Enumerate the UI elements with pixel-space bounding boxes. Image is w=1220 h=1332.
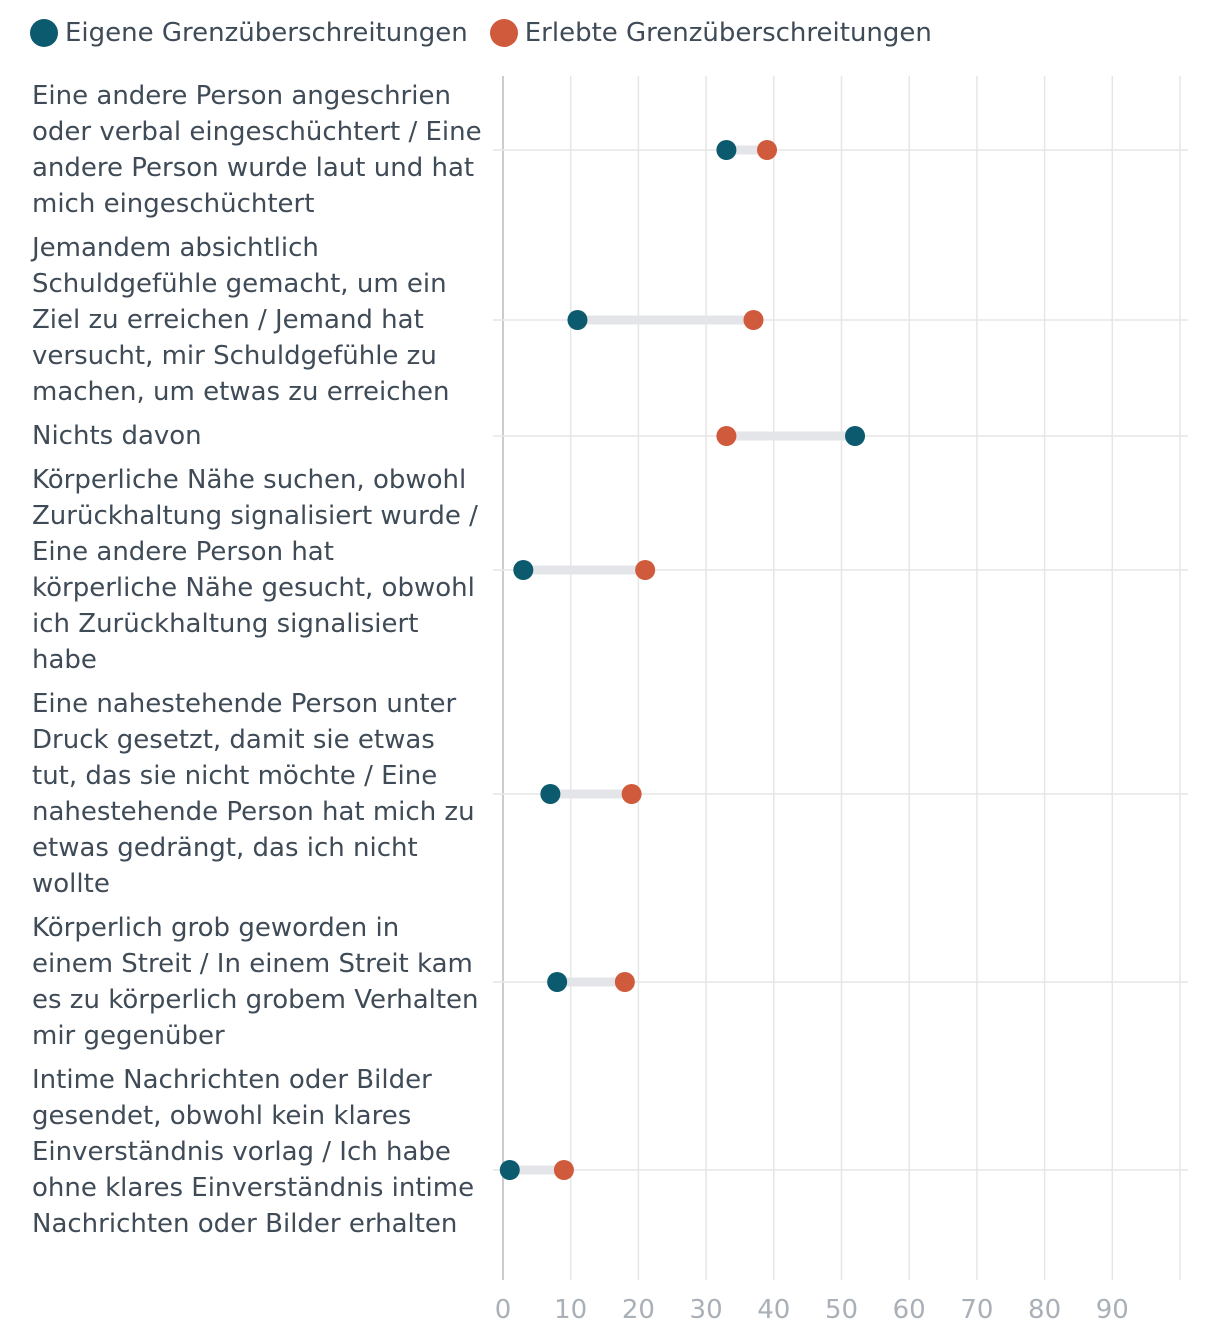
x-tick-label-80: 80 [1028,1295,1061,1325]
point-experienced-3 [635,560,656,580]
point-own-2 [845,426,866,446]
legend-own-marker [30,19,58,47]
x-tick-label-50: 50 [825,1295,858,1325]
category-label-3: Körperliche Nähe suchen, obwohl Zurückha… [32,465,478,675]
x-tick-label-30: 30 [690,1295,723,1325]
x-tick-label-20: 20 [622,1295,655,1325]
x-tick-label-70: 70 [960,1295,993,1325]
x-tick-label-90: 90 [1096,1295,1129,1325]
point-experienced-1 [743,310,764,330]
point-experienced-4 [621,784,642,804]
category-label-1: Jemandem absichtlich Schuldgefühle gemac… [32,233,450,407]
legend-experienced-marker [489,19,518,47]
x-tick-label-0: 0 [495,1295,512,1325]
point-experienced-6 [553,1160,574,1180]
point-experienced-0 [757,140,778,160]
category-label-6: Intime Nachrichten oder Bilder gesendet,… [32,1065,475,1239]
point-own-3 [513,560,534,580]
point-own-4 [540,784,561,804]
point-own-1 [567,310,588,330]
point-own-6 [499,1160,520,1180]
legend-item-experienced: Erlebte Grenzüberschreitungen [489,18,932,48]
category-label-0: Eine andere Person angeschrien oder verb… [32,81,482,219]
category-label-5: Körperlich grob geworden in einem Streit… [32,913,479,1051]
x-tick-label-40: 40 [757,1295,790,1325]
point-own-5 [547,972,568,992]
category-label-2: Nichts davon [32,421,202,451]
category-label-4: Eine nahestehende Person unter Druck ges… [32,689,475,899]
chart-legend: Eigene Grenzüberschreitungen Erlebte Gre… [30,14,932,52]
point-experienced-2 [716,426,737,446]
x-tick-label-10: 10 [554,1295,587,1325]
x-tick-label-60: 60 [893,1295,926,1325]
legend-experienced-label: Erlebte Grenzüberschreitungen [524,18,932,48]
legend-own-label: Eigene Grenzüberschreitungen [65,18,468,48]
point-experienced-5 [614,972,635,992]
legend-item-own: Eigene Grenzüberschreitungen [30,18,468,48]
point-own-0 [716,140,737,160]
